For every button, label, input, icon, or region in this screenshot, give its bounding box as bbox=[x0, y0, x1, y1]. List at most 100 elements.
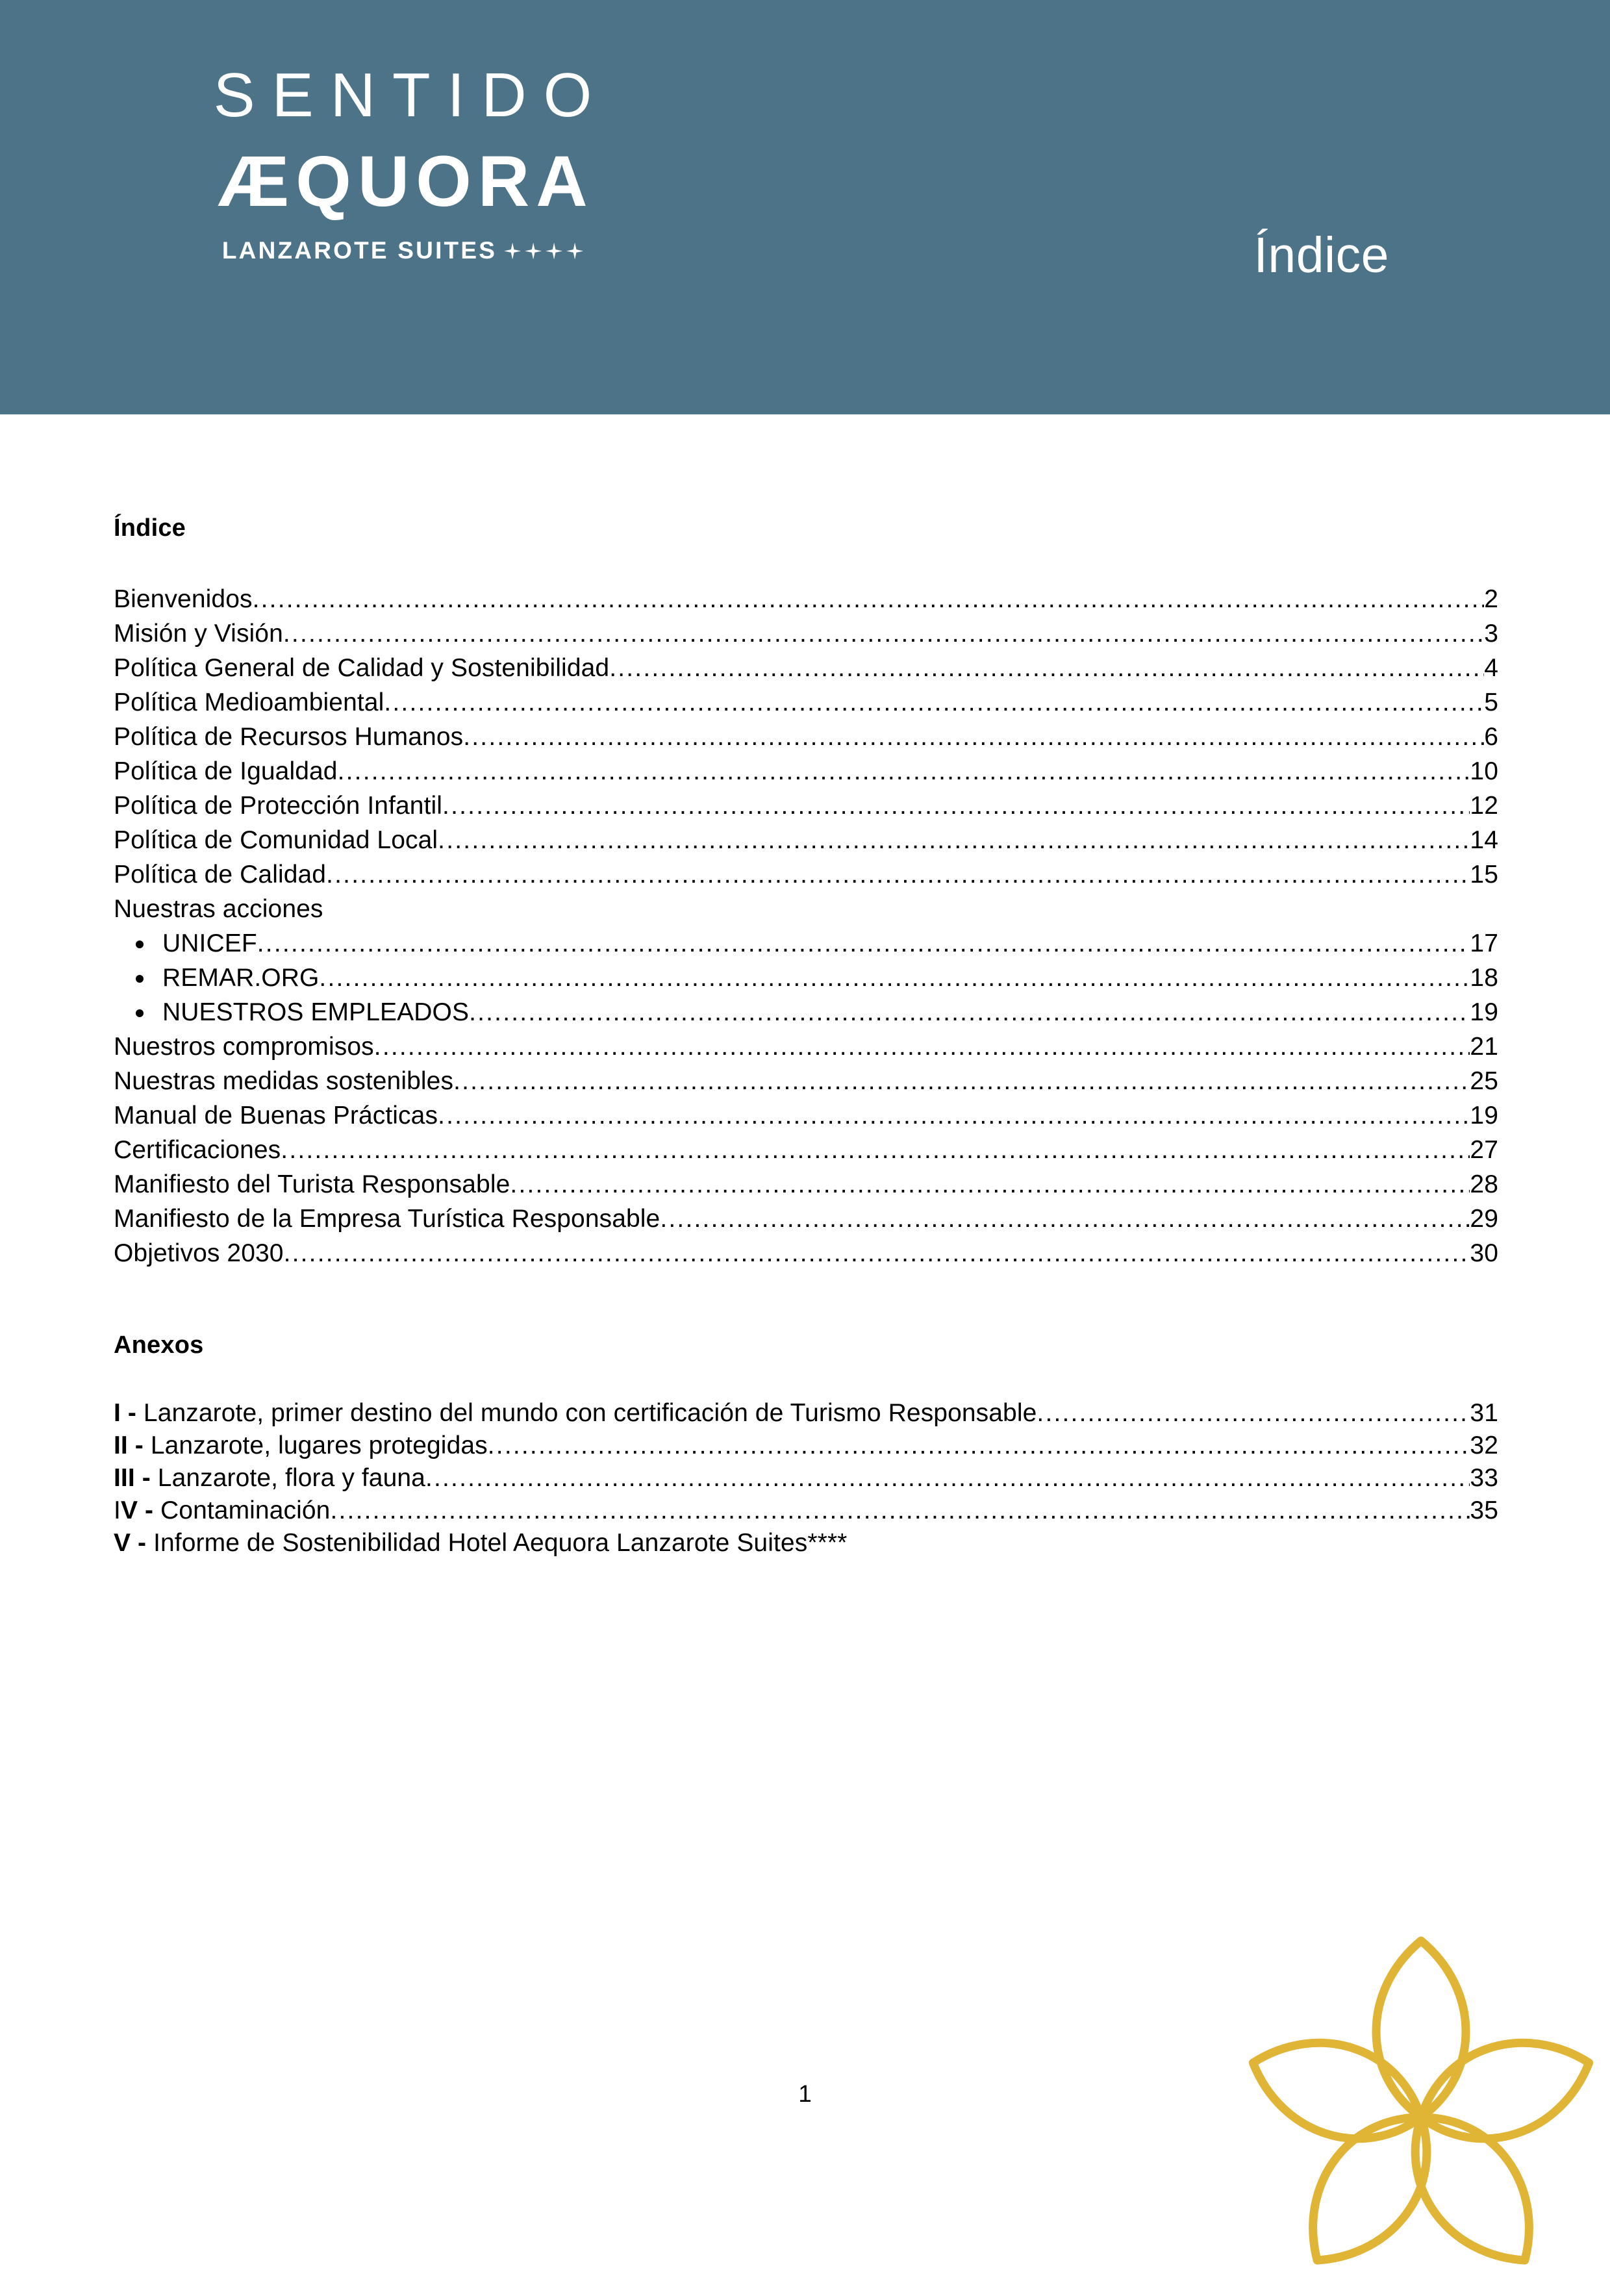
flower-ornament bbox=[1194, 1838, 1610, 2293]
document-body: Índice Bienvenidos 2 Misión y Visión 3 Polít… bbox=[114, 513, 1498, 1559]
dot-leader bbox=[660, 1202, 1470, 1236]
annex-entry-text: Informe de Sostenibilidad Hotel Aequora … bbox=[146, 1529, 848, 1557]
annex-list: I - Lanzarote, primer destino del mundo … bbox=[114, 1397, 1498, 1559]
annex-entry-page-number: 35 bbox=[1470, 1496, 1498, 1524]
dot-leader bbox=[253, 582, 1485, 616]
annex-entry-page-number: 31 bbox=[1470, 1399, 1498, 1427]
annex-numeral: I - bbox=[114, 1399, 136, 1427]
toc-entry[interactable]: Manifiesto de la Empresa Turística Respo… bbox=[114, 1202, 1498, 1236]
annex-numeral: V - bbox=[114, 1529, 147, 1557]
four-point-star-icon bbox=[566, 242, 584, 260]
toc-entry[interactable]: Política de Protección Infantil 12 bbox=[114, 788, 1498, 823]
toc-sub-entry[interactable]: REMAR.ORG 18 bbox=[114, 961, 1498, 995]
dot-leader bbox=[488, 1430, 1470, 1462]
dot-leader bbox=[281, 1133, 1470, 1167]
dot-leader bbox=[609, 651, 1484, 685]
toc-entry-page-number: 12 bbox=[1470, 791, 1498, 820]
toc-entry-label: Objetivos 2030 bbox=[114, 1239, 284, 1267]
toc-entry[interactable]: Nuestros compromisos 21 bbox=[114, 1029, 1498, 1064]
annex-entry[interactable]: III - Lanzarote, flora y fauna 33 bbox=[114, 1462, 1498, 1495]
annex-entry[interactable]: I - Lanzarote, primer destino del mundo … bbox=[114, 1397, 1498, 1430]
four-point-star-icon bbox=[525, 242, 542, 260]
brand-logo-tagline: LANZAROTE SUITES bbox=[221, 237, 497, 264]
toc-entry[interactable]: Manifiesto del Turista Responsable 28 bbox=[114, 1167, 1498, 1202]
toc-entry-page-number: 25 bbox=[1470, 1066, 1498, 1095]
toc-entry[interactable]: Misión y Visión 3 bbox=[114, 616, 1498, 651]
toc-entry-page-number: 10 bbox=[1470, 757, 1498, 785]
toc-entry-page-number: 21 bbox=[1470, 1032, 1498, 1061]
annex-entry-page-number: 33 bbox=[1470, 1464, 1498, 1492]
annex-entry[interactable]: II - Lanzarote, lugares protegidas 32 bbox=[114, 1430, 1498, 1462]
dot-leader bbox=[463, 720, 1484, 754]
bullet-icon bbox=[136, 974, 144, 983]
toc-entry-label: Nuestras acciones bbox=[114, 894, 323, 923]
dot-leader bbox=[425, 1462, 1470, 1495]
toc-entry-page-number: 3 bbox=[1484, 619, 1498, 648]
page-number: 1 bbox=[798, 2080, 812, 2107]
annex-entry-text: Lanzarote, flora y fauna bbox=[150, 1464, 425, 1492]
toc-entry-page-number: 27 bbox=[1470, 1135, 1498, 1164]
annex-entry-label: III - Lanzarote, flora y fauna bbox=[114, 1462, 425, 1495]
toc-entry[interactable]: Política Medioambiental 5 bbox=[114, 685, 1498, 720]
toc-entry-label: Nuestras medidas sostenibles bbox=[114, 1066, 454, 1095]
toc-entry-label: Manifiesto del Turista Responsable bbox=[114, 1170, 510, 1198]
annex-entry-text: Lanzarote, primer destino del mundo con … bbox=[136, 1399, 1037, 1427]
dot-leader bbox=[384, 685, 1484, 720]
toc-entry[interactable]: Bienvenidos 2 bbox=[114, 582, 1498, 616]
dot-leader bbox=[338, 754, 1470, 788]
brand-logo-tagline-row: LANZAROTE SUITES bbox=[195, 237, 610, 264]
toc-entry-page-number: 19 bbox=[1470, 998, 1498, 1026]
toc-entry-label: Política de Comunidad Local bbox=[114, 826, 438, 854]
annex-entry-label: V - Informe de Sostenibilidad Hotel Aequ… bbox=[114, 1527, 847, 1559]
toc-entry-page-number: 29 bbox=[1470, 1204, 1498, 1233]
dot-leader bbox=[374, 1029, 1470, 1064]
bullet-icon bbox=[136, 1009, 144, 1017]
bullet-icon bbox=[136, 940, 144, 948]
toc-entry[interactable]: Política General de Calidad y Sostenibil… bbox=[114, 651, 1498, 685]
toc-entry[interactable]: Nuestras medidas sostenibles 25 bbox=[114, 1064, 1498, 1098]
annex-heading: Anexos bbox=[114, 1331, 204, 1359]
toc-entry[interactable]: Política de Calidad 15 bbox=[114, 857, 1498, 892]
toc-entry-label: Política de Protección Infantil bbox=[114, 791, 443, 820]
dot-leader bbox=[453, 1064, 1470, 1098]
toc-entry[interactable]: Manual de Buenas Prácticas 19 bbox=[114, 1098, 1498, 1133]
toc-entry-label: Política de Recursos Humanos bbox=[114, 722, 464, 751]
brand-star-rating bbox=[504, 242, 584, 260]
annex-entry-text: Contaminación bbox=[153, 1496, 331, 1524]
toc-entry-page-number: 28 bbox=[1470, 1170, 1498, 1198]
brand-logo-line-aequora: ÆQUORA bbox=[218, 141, 594, 221]
toc-entry-label: Bienvenidos bbox=[114, 585, 253, 613]
toc-entry-page-number: 14 bbox=[1470, 826, 1498, 854]
toc-entry[interactable]: Nuestras acciones bbox=[114, 892, 1498, 926]
four-point-star-icon bbox=[546, 242, 563, 260]
toc-entry-label: Misión y Visión bbox=[114, 619, 283, 648]
toc-sub-entry[interactable]: UNICEF 17 bbox=[114, 926, 1498, 961]
annex-entry[interactable]: IV - Contaminación 35 bbox=[114, 1495, 1498, 1527]
toc-entry[interactable]: Objetivos 2030 30 bbox=[114, 1236, 1498, 1270]
four-point-star-icon bbox=[504, 242, 522, 260]
toc-entry-label: Política de Calidad bbox=[114, 860, 327, 889]
dot-leader bbox=[510, 1167, 1470, 1202]
toc-entry-label: Nuestros compromisos bbox=[114, 1032, 374, 1061]
toc-entry-page-number: 18 bbox=[1470, 963, 1498, 992]
toc-sub-entry[interactable]: NUESTROS EMPLEADOS 19 bbox=[114, 995, 1498, 1029]
toc-entry-page-number: 5 bbox=[1484, 688, 1498, 716]
toc-entry-page-number: 15 bbox=[1470, 860, 1498, 889]
toc-entry[interactable]: Política de Recursos Humanos 6 bbox=[114, 720, 1498, 754]
toc-entry-label: Manifiesto de la Empresa Turística Respo… bbox=[114, 1204, 660, 1233]
dot-leader bbox=[438, 823, 1470, 857]
toc-entry[interactable]: Política de Comunidad Local 14 bbox=[114, 823, 1498, 857]
annex-entry-page-number: 32 bbox=[1470, 1432, 1498, 1459]
annex-entry-label: II - Lanzarote, lugares protegidas bbox=[114, 1430, 488, 1462]
toc-entry-page-number: 6 bbox=[1484, 722, 1498, 751]
dot-leader bbox=[284, 1236, 1470, 1270]
toc-entry-label: UNICEF bbox=[162, 929, 257, 957]
toc-entry[interactable]: Certificaciones 27 bbox=[114, 1133, 1498, 1167]
toc-entry-label: Política General de Calidad y Sostenibil… bbox=[114, 653, 610, 682]
toc-entry[interactable]: Política de Igualdad 10 bbox=[114, 754, 1498, 788]
dot-leader bbox=[442, 788, 1470, 823]
toc-entry-label: Política Medioambiental bbox=[114, 688, 384, 716]
section-spacer bbox=[114, 1270, 1498, 1330]
toc-entry-page-number: 19 bbox=[1470, 1101, 1498, 1129]
annex-entry[interactable]: V - Informe de Sostenibilidad Hotel Aequ… bbox=[114, 1527, 1498, 1559]
